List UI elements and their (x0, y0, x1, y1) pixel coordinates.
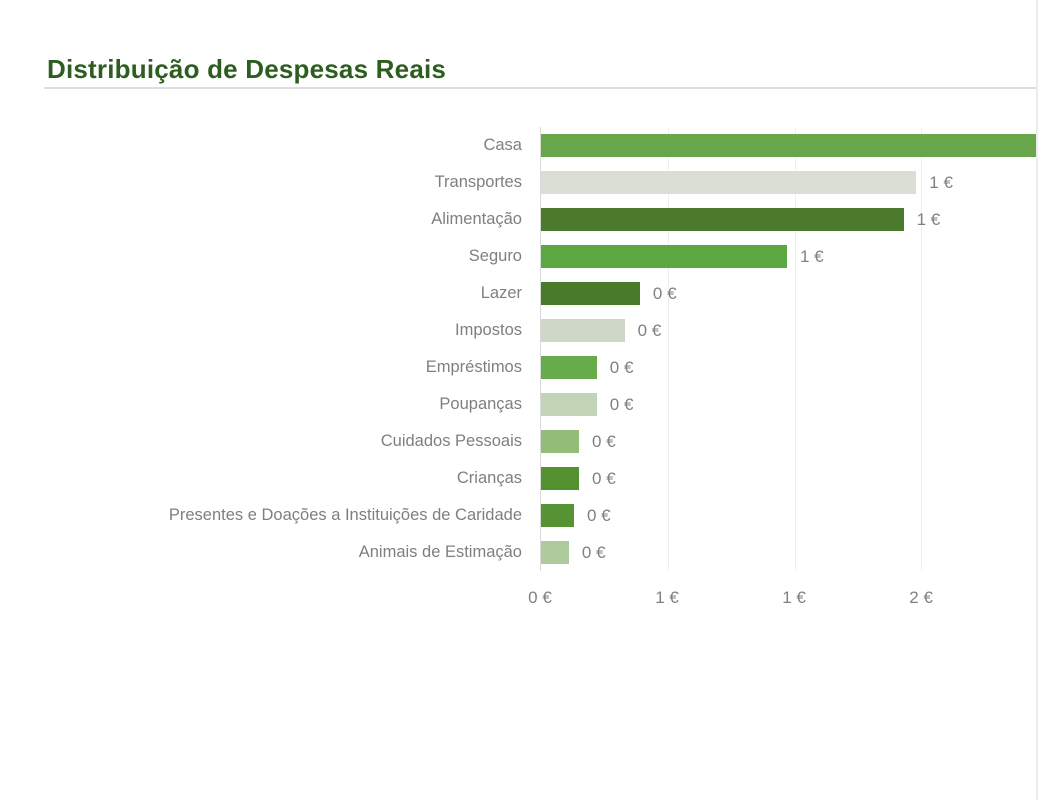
category-label: Seguro (468, 247, 522, 265)
category-axis-labels: Casa Transportes Alimentação Seguro Lazer Imp… (0, 127, 522, 571)
plot-area: 1 €1 €1 €0 €0 €0 €0 €0 €0 €0 €0 € (540, 127, 1038, 571)
category-label: Presentes e Doações a Instituições de Ca… (168, 506, 522, 524)
x-tick-label: 2 € (909, 588, 933, 607)
bar (541, 504, 574, 527)
bar (541, 134, 1038, 157)
category-label: Crianças (456, 469, 522, 487)
bar-value-label: 0 € (637, 320, 662, 340)
bar-row: 0 € (541, 497, 1038, 534)
bar-row: 1 € (541, 164, 1038, 201)
bar (541, 430, 580, 453)
bar-row: 1 € (541, 238, 1038, 275)
bar-row: 0 € (541, 312, 1038, 349)
chart-title: Distribuição de Despesas Reais (47, 54, 447, 84)
bar-row: 0 € (541, 386, 1038, 423)
bar (541, 541, 569, 564)
x-tick-label: 1 € (782, 588, 806, 607)
category-label: Casa (483, 136, 522, 154)
bar-value-label: 1 € (929, 172, 953, 192)
bar (541, 245, 787, 268)
bar-value-label: 0 € (609, 357, 634, 377)
bar (541, 356, 597, 379)
gridline (794, 127, 796, 571)
category-label: Animais de Estimação (358, 543, 522, 561)
bar-value-label: 0 € (609, 394, 634, 414)
category-label: Lazer (480, 284, 522, 302)
x-tick-label: 0 € (528, 588, 552, 607)
gridline (921, 127, 923, 571)
bar-value-label: 0 € (592, 431, 616, 451)
bar-value-label: 0 € (581, 542, 606, 562)
category-label: Empréstimos (425, 358, 522, 376)
x-tick-label: 1 € (655, 588, 679, 607)
bar (541, 171, 917, 194)
bar-row: 1 € (541, 201, 1038, 238)
category-label: Cuidados Pessoais (380, 432, 522, 450)
bar-row (541, 127, 1038, 164)
bar (541, 319, 625, 342)
window-right-edge (1036, 0, 1038, 800)
bar-value-label: 0 € (586, 505, 611, 525)
title-divider-line (44, 87, 1038, 89)
bar-value-label: 0 € (652, 283, 677, 303)
bar-row: 0 € (541, 460, 1038, 497)
bar-row: 0 € (541, 275, 1038, 312)
bar-row: 0 € (541, 349, 1038, 386)
bar-row: 0 € (541, 423, 1038, 460)
bar (541, 393, 597, 416)
bar (541, 467, 580, 490)
category-label: Impostos (455, 321, 522, 339)
bar (541, 208, 904, 231)
category-label: Alimentação (431, 210, 522, 228)
bar-value-label: 1 € (799, 246, 824, 266)
bars-group: 1 €1 €1 €0 €0 €0 €0 €0 €0 €0 €0 € (541, 127, 1038, 571)
x-axis-tick-labels: 0 € 1 € 1 € 2 € (528, 571, 1038, 615)
bar (541, 282, 640, 305)
category-label: Transportes (434, 173, 522, 191)
bar-value-label: 0 € (592, 468, 616, 488)
bar-value-label: 1 € (916, 209, 941, 229)
category-label: Poupanças (439, 395, 522, 413)
bar-row: 0 € (541, 534, 1038, 571)
gridline (667, 127, 669, 571)
